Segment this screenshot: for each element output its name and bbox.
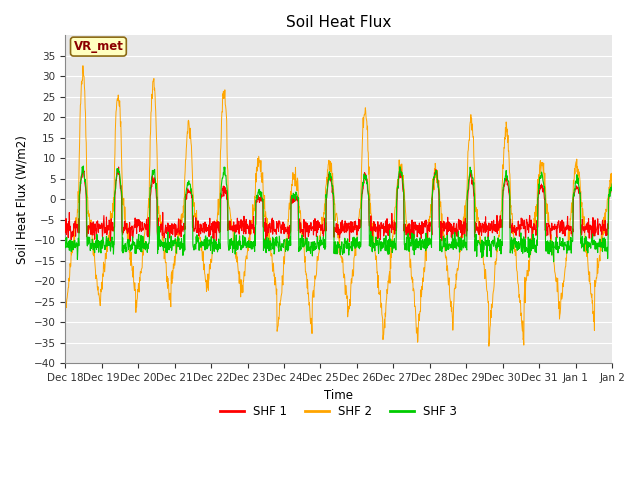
Text: VR_met: VR_met (74, 40, 124, 53)
Title: Soil Heat Flux: Soil Heat Flux (286, 15, 391, 30)
Y-axis label: Soil Heat Flux (W/m2): Soil Heat Flux (W/m2) (15, 135, 28, 264)
Legend: SHF 1, SHF 2, SHF 3: SHF 1, SHF 2, SHF 3 (216, 401, 461, 423)
X-axis label: Time: Time (324, 389, 353, 402)
